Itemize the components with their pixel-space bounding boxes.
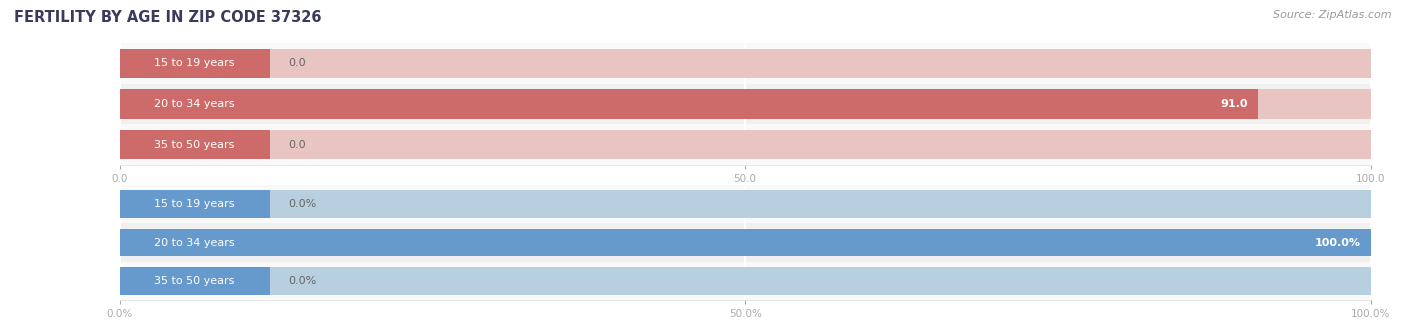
- Text: 20 to 34 years: 20 to 34 years: [155, 238, 235, 248]
- Bar: [120, 267, 1371, 295]
- Bar: [120, 130, 270, 159]
- Bar: [120, 49, 1371, 78]
- Bar: [120, 190, 270, 218]
- Text: 20 to 34 years: 20 to 34 years: [155, 99, 235, 109]
- Text: 15 to 19 years: 15 to 19 years: [155, 58, 235, 68]
- Text: 91.0: 91.0: [1220, 99, 1249, 109]
- Text: 35 to 50 years: 35 to 50 years: [155, 140, 235, 149]
- Text: 0.0%: 0.0%: [288, 199, 316, 209]
- Bar: [120, 229, 270, 256]
- Bar: [120, 190, 1371, 218]
- Bar: [120, 223, 1371, 262]
- Bar: [120, 43, 1371, 83]
- Bar: [120, 185, 1371, 223]
- Text: 35 to 50 years: 35 to 50 years: [155, 276, 235, 286]
- Text: Source: ZipAtlas.com: Source: ZipAtlas.com: [1274, 10, 1392, 20]
- Bar: [120, 124, 1371, 165]
- Bar: [120, 89, 1258, 118]
- Text: FERTILITY BY AGE IN ZIP CODE 37326: FERTILITY BY AGE IN ZIP CODE 37326: [14, 10, 322, 25]
- Bar: [120, 229, 1371, 256]
- Bar: [120, 89, 270, 118]
- Bar: [120, 89, 1371, 118]
- Text: 15 to 19 years: 15 to 19 years: [155, 199, 235, 209]
- Bar: [120, 49, 270, 78]
- Text: 0.0: 0.0: [288, 58, 307, 68]
- Bar: [120, 83, 1371, 124]
- Bar: [120, 229, 1371, 256]
- Bar: [120, 262, 1371, 300]
- Text: 0.0%: 0.0%: [288, 276, 316, 286]
- Text: 100.0%: 100.0%: [1315, 238, 1361, 248]
- Text: 0.0: 0.0: [288, 140, 307, 149]
- Bar: [120, 267, 270, 295]
- Bar: [120, 130, 1371, 159]
